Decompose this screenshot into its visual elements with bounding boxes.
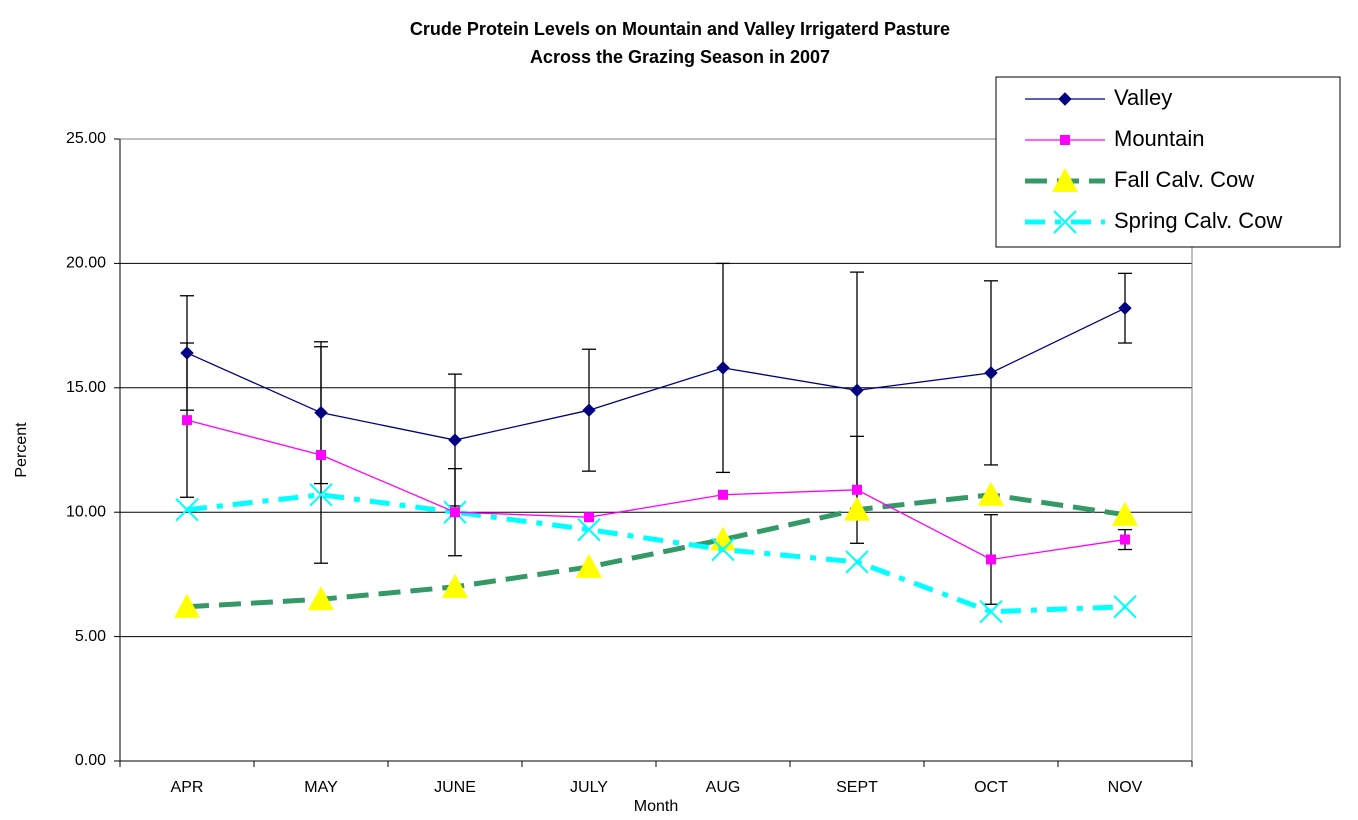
chart-title: Crude Protein Levels on Mountain and Val… xyxy=(410,19,950,39)
x-tick-label: JULY xyxy=(570,779,608,796)
data-point xyxy=(1112,501,1138,526)
y-tick-label: 10.00 xyxy=(66,503,106,520)
y-tick-label: 5.00 xyxy=(75,628,106,645)
x-tick-label: OCT xyxy=(974,779,1008,796)
x-tick-label: APR xyxy=(171,779,204,796)
x-tick-label: AUG xyxy=(706,779,741,796)
series-line xyxy=(186,307,1126,441)
legend-marker xyxy=(1052,168,1078,192)
data-point xyxy=(716,361,730,375)
data-point xyxy=(584,512,594,523)
x-tick-label: SEPT xyxy=(836,779,878,796)
x-tick-label: NOV xyxy=(1108,779,1143,796)
legend-label: Fall Calv. Cow xyxy=(1114,167,1254,192)
series-line xyxy=(186,419,1126,561)
legend-marker xyxy=(1058,92,1072,106)
data-point xyxy=(711,537,735,562)
data-point xyxy=(450,507,460,518)
data-point xyxy=(309,483,333,507)
y-tick-label: 0.00 xyxy=(75,752,106,769)
data-point xyxy=(308,586,334,611)
data-point xyxy=(984,366,998,380)
y-tick-label: 20.00 xyxy=(66,255,106,272)
data-point xyxy=(718,489,728,500)
data-point xyxy=(180,346,194,360)
y-tick-label: 15.00 xyxy=(66,379,106,396)
legend: Valley Mountain Fall Calv. Cow Spring Calv.… xyxy=(995,76,1341,248)
y-tick-label: 25.00 xyxy=(66,130,106,147)
legend-box xyxy=(995,76,1341,248)
data-point xyxy=(978,481,1004,506)
data-point xyxy=(852,484,862,495)
data-point xyxy=(1120,534,1130,545)
legend-label: Spring Calv. Cow xyxy=(1114,208,1282,233)
data-point xyxy=(1118,301,1132,315)
data-point xyxy=(175,498,199,522)
data-point xyxy=(844,496,870,521)
data-point xyxy=(316,449,326,460)
data-point xyxy=(986,554,996,565)
chart-title: Across the Grazing Season in 2007 xyxy=(530,47,830,67)
series-line xyxy=(186,492,1126,615)
data-point xyxy=(576,553,602,578)
legend-label: Mountain xyxy=(1114,126,1205,151)
data-point xyxy=(314,405,328,420)
data-point xyxy=(850,383,864,397)
data-point xyxy=(845,550,869,574)
data-point xyxy=(442,573,468,598)
data-point xyxy=(577,517,601,542)
data-point xyxy=(1113,595,1137,619)
y-axis-label: Percent xyxy=(13,422,30,478)
legend-label: Valley xyxy=(1114,85,1172,110)
x-tick-label: MAY xyxy=(304,779,338,796)
data-point xyxy=(182,415,192,426)
data-point xyxy=(582,403,596,417)
data-point xyxy=(979,600,1003,624)
data-point xyxy=(448,433,462,447)
legend-marker xyxy=(1053,210,1077,234)
legend-marker xyxy=(1060,135,1070,145)
data-point xyxy=(174,593,200,618)
data-point xyxy=(710,526,736,551)
x-tick-label: JUNE xyxy=(434,779,476,796)
x-axis-label: Month xyxy=(634,798,678,815)
